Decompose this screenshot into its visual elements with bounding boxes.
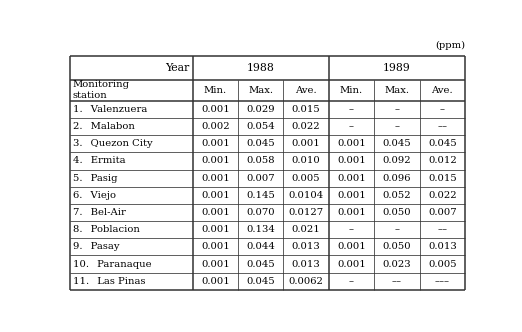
Text: 0.005: 0.005 [292, 174, 321, 183]
Text: 0.0127: 0.0127 [289, 208, 324, 217]
Text: 0.045: 0.045 [428, 139, 457, 148]
Text: 1.  Valenzuera: 1. Valenzuera [73, 105, 147, 114]
Text: Min.: Min. [204, 86, 227, 95]
Text: 0.045: 0.045 [246, 260, 275, 269]
Text: –––: ––– [435, 277, 450, 286]
Text: 2.  Malabon: 2. Malabon [73, 122, 135, 131]
Text: 0.045: 0.045 [246, 277, 275, 286]
Text: –: – [349, 105, 354, 114]
Text: 0.001: 0.001 [201, 174, 230, 183]
Text: 0.001: 0.001 [201, 225, 230, 234]
Text: 0.050: 0.050 [383, 242, 411, 251]
Text: 0.0104: 0.0104 [289, 191, 324, 200]
Text: 0.070: 0.070 [246, 208, 275, 217]
Text: 0.092: 0.092 [383, 156, 411, 165]
Text: Min.: Min. [340, 86, 363, 95]
Text: 0.001: 0.001 [201, 191, 230, 200]
Text: 0.010: 0.010 [292, 156, 321, 165]
Text: 11.  Las Pinas: 11. Las Pinas [73, 277, 146, 286]
Text: 1988: 1988 [247, 63, 275, 73]
Text: 0.005: 0.005 [428, 260, 457, 269]
Text: –: – [349, 277, 354, 286]
Text: 4.  Ermita: 4. Ermita [73, 156, 126, 165]
Text: 0.0062: 0.0062 [289, 277, 324, 286]
Text: 0.001: 0.001 [337, 242, 366, 251]
Text: 0.029: 0.029 [246, 105, 275, 114]
Text: 0.002: 0.002 [201, 122, 230, 131]
Text: 1989: 1989 [383, 63, 411, 73]
Text: –: – [395, 122, 399, 131]
Text: 0.001: 0.001 [201, 105, 230, 114]
Text: 7.  Bel-Air: 7. Bel-Air [73, 208, 126, 217]
Text: 0.001: 0.001 [201, 242, 230, 251]
Text: Monitoring
station: Monitoring station [73, 80, 130, 100]
Text: 0.044: 0.044 [246, 242, 275, 251]
Text: 0.001: 0.001 [201, 156, 230, 165]
Text: –: – [395, 105, 399, 114]
Text: 0.022: 0.022 [292, 122, 321, 131]
Text: Year: Year [165, 63, 189, 73]
Text: 0.013: 0.013 [292, 260, 321, 269]
Text: 0.050: 0.050 [383, 208, 411, 217]
Text: –: – [349, 122, 354, 131]
Text: 0.001: 0.001 [337, 156, 366, 165]
Text: ––: –– [437, 225, 447, 234]
Text: 0.015: 0.015 [428, 174, 457, 183]
Text: 5.  Pasig: 5. Pasig [73, 174, 117, 183]
Text: Ave.: Ave. [295, 86, 317, 95]
Text: 0.001: 0.001 [337, 208, 366, 217]
Text: 0.054: 0.054 [246, 122, 275, 131]
Text: 0.015: 0.015 [292, 105, 321, 114]
Text: 0.058: 0.058 [246, 156, 275, 165]
Text: 0.013: 0.013 [428, 242, 457, 251]
Text: 0.007: 0.007 [246, 174, 275, 183]
Text: 8.  Poblacion: 8. Poblacion [73, 225, 140, 234]
Text: 0.001: 0.001 [337, 260, 366, 269]
Text: 0.134: 0.134 [246, 225, 275, 234]
Text: 0.023: 0.023 [383, 260, 411, 269]
Text: –: – [349, 225, 354, 234]
Text: 0.001: 0.001 [337, 191, 366, 200]
Text: 0.045: 0.045 [383, 139, 411, 148]
Text: 0.001: 0.001 [201, 277, 230, 286]
Text: –: – [440, 105, 445, 114]
Text: 0.013: 0.013 [292, 242, 321, 251]
Text: –: – [395, 225, 399, 234]
Text: 0.021: 0.021 [292, 225, 321, 234]
Text: (ppm): (ppm) [435, 41, 465, 50]
Text: 0.096: 0.096 [383, 174, 411, 183]
Text: Ave.: Ave. [432, 86, 453, 95]
Text: 0.022: 0.022 [428, 191, 457, 200]
Text: 6.  Viejo: 6. Viejo [73, 191, 116, 200]
Text: Max.: Max. [248, 86, 274, 95]
Text: 0.001: 0.001 [201, 208, 230, 217]
Text: ––: –– [437, 122, 447, 131]
Text: 0.001: 0.001 [292, 139, 321, 148]
Text: ––: –– [392, 277, 402, 286]
Text: 9.  Pasay: 9. Pasay [73, 242, 120, 251]
Text: 0.012: 0.012 [428, 156, 457, 165]
Text: 0.001: 0.001 [337, 139, 366, 148]
Text: 0.007: 0.007 [428, 208, 457, 217]
Text: 0.001: 0.001 [201, 139, 230, 148]
Text: 0.001: 0.001 [201, 260, 230, 269]
Text: 10.  Paranaque: 10. Paranaque [73, 260, 151, 269]
Text: 3.  Quezon City: 3. Quezon City [73, 139, 152, 148]
Text: 0.145: 0.145 [246, 191, 275, 200]
Text: Max.: Max. [384, 86, 409, 95]
Text: 0.045: 0.045 [246, 139, 275, 148]
Text: 0.001: 0.001 [337, 174, 366, 183]
Text: 0.052: 0.052 [383, 191, 411, 200]
